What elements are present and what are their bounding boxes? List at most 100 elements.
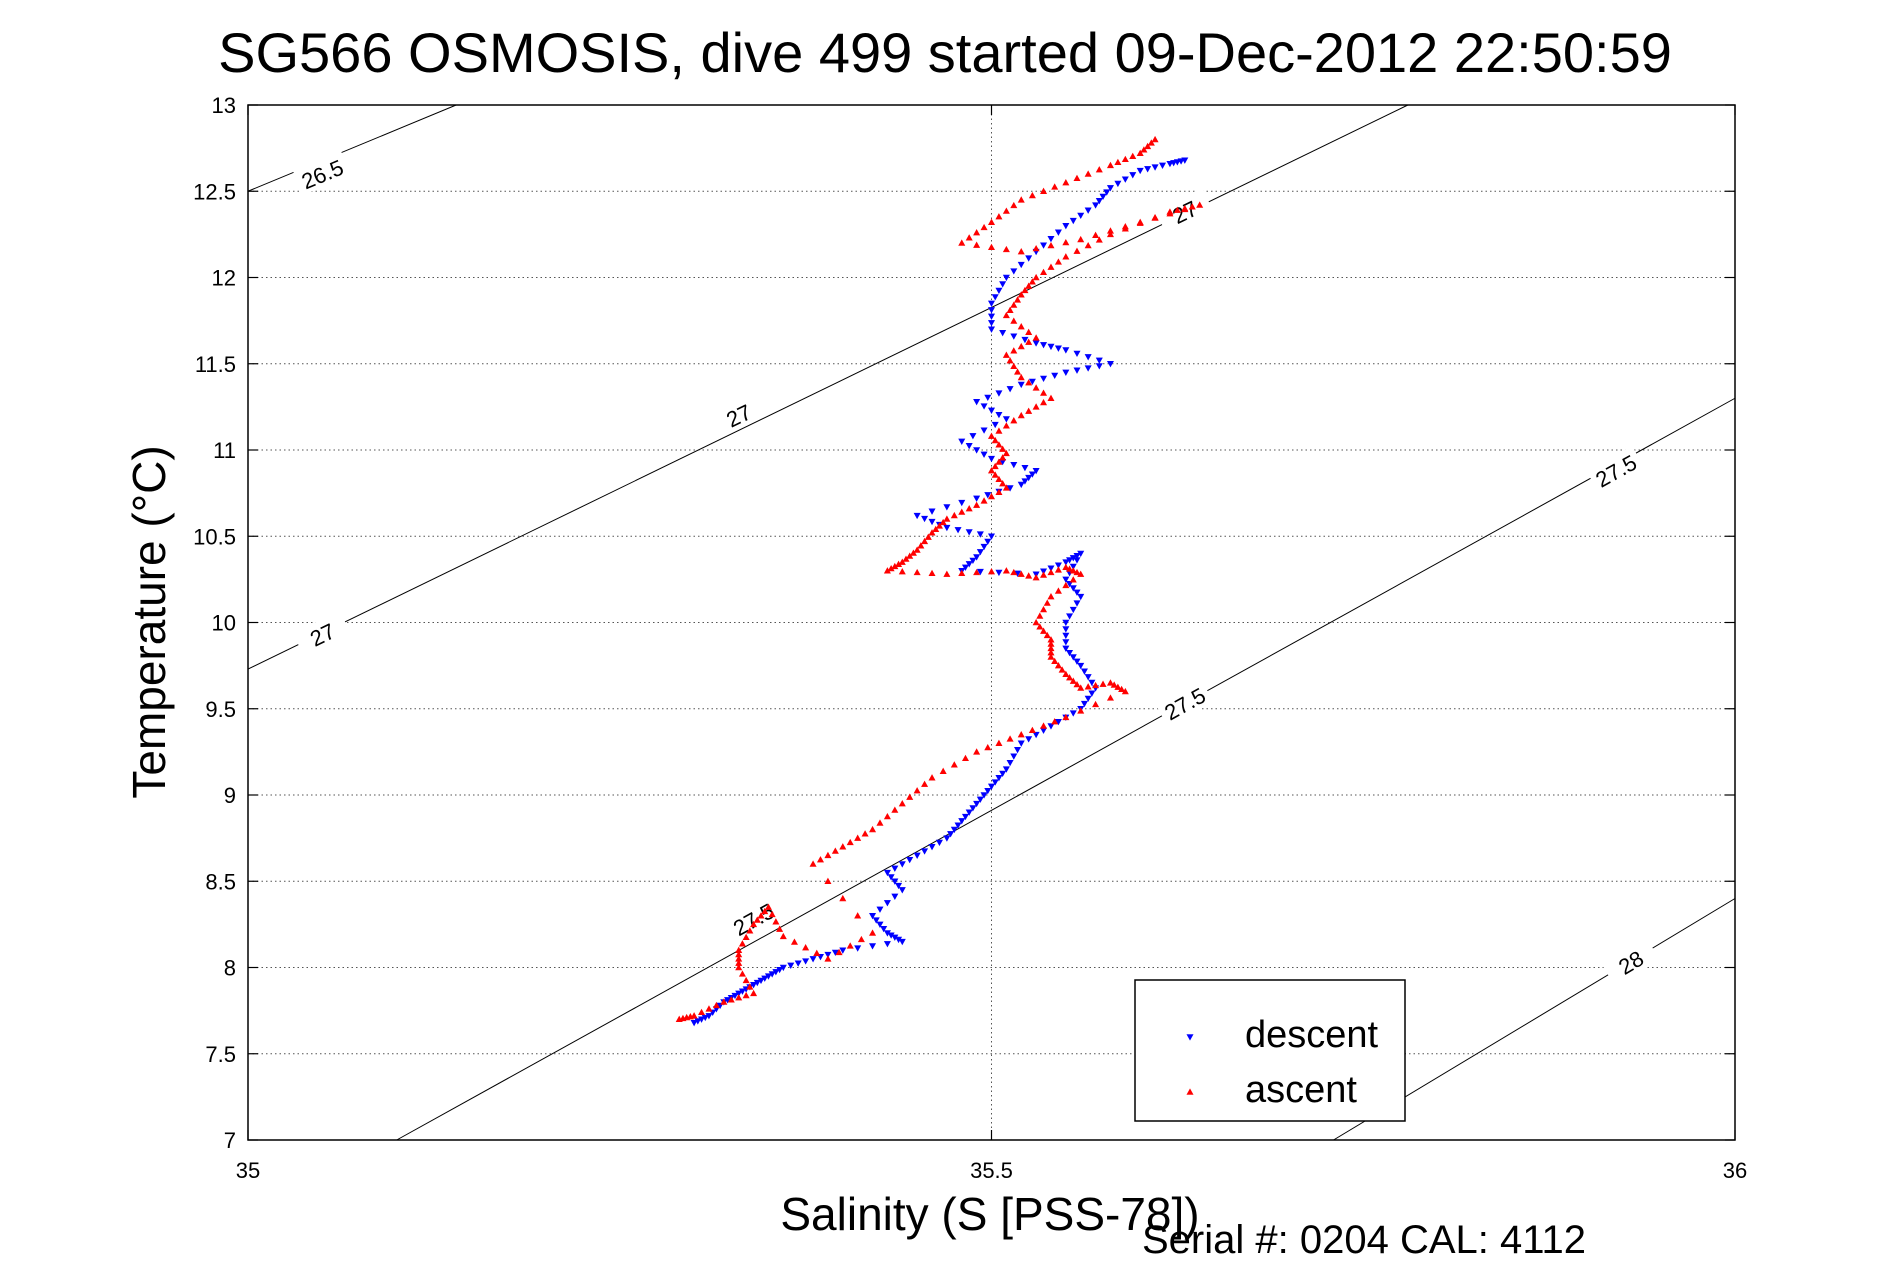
- descent-point: [984, 787, 992, 795]
- ascent-point: [1017, 731, 1025, 738]
- descent-point: [1084, 695, 1092, 703]
- ascent-point: [895, 560, 903, 567]
- descent-point: [1028, 471, 1036, 478]
- ascent-point: [1002, 484, 1010, 491]
- ascent-point: [869, 825, 877, 833]
- ascent-point: [1040, 722, 1048, 729]
- descent-point: [1002, 416, 1010, 423]
- ascent-point: [1002, 351, 1010, 358]
- ascent-point: [861, 830, 869, 837]
- ascent-point: [1062, 253, 1070, 260]
- descent-point: [854, 945, 862, 952]
- ascent-point: [735, 963, 743, 971]
- ascent-point: [995, 458, 1003, 465]
- descent-point: [1047, 723, 1055, 730]
- ascent-point: [898, 558, 906, 565]
- descent-point: [965, 809, 973, 816]
- descent-point: [1066, 580, 1074, 588]
- ascent-point: [742, 933, 750, 941]
- ascent-point: [913, 787, 921, 794]
- legend: descent ascent: [1134, 979, 1406, 1122]
- ascent-point: [950, 511, 958, 519]
- ascent-point: [735, 994, 743, 1001]
- descent-point: [973, 800, 981, 808]
- contour-label-bg: [709, 391, 768, 438]
- ascent-legend-symbol: [1186, 1088, 1194, 1095]
- ascent-point: [1047, 241, 1055, 249]
- descent-point: [824, 951, 832, 959]
- descent-point: [999, 770, 1007, 778]
- legend-ascent-label: ascent: [1245, 1069, 1357, 1111]
- ascent-point: [742, 991, 750, 999]
- ascent-point: [1144, 142, 1152, 150]
- descent-point: [1069, 710, 1077, 717]
- descent-point: [980, 451, 988, 458]
- ascent-point: [973, 241, 981, 248]
- descent-point: [1054, 345, 1062, 352]
- descent-point: [891, 865, 899, 872]
- descent-point: [891, 878, 899, 885]
- ascent-point: [1099, 680, 1107, 687]
- y-tick-label: 7: [224, 1128, 236, 1153]
- descent-point: [987, 407, 996, 414]
- descent-point: [1062, 559, 1070, 566]
- ascent-point: [1028, 191, 1036, 199]
- density-contour-26.5: [247, 104, 457, 192]
- legend-box: [1134, 979, 1406, 1122]
- ascent-point: [1062, 581, 1070, 589]
- descent-point: [1006, 386, 1014, 393]
- ascent-point: [995, 739, 1003, 746]
- ascent-point: [750, 989, 758, 997]
- descent-point: [1095, 363, 1103, 370]
- ascent-point: [839, 843, 847, 850]
- descent-point: [872, 917, 880, 924]
- ascent-point: [757, 912, 765, 919]
- ascent-point: [913, 546, 921, 553]
- ascent-point: [995, 213, 1003, 220]
- y-tick-label: 12: [212, 266, 236, 291]
- ascent-point: [712, 1001, 720, 1009]
- ascent-point: [999, 480, 1007, 487]
- ascent-point: [846, 838, 854, 846]
- x-axis-label: Salinity (S [PSS-78]): [780, 1188, 1199, 1240]
- descent-point: [987, 313, 996, 320]
- ascent-point: [1054, 587, 1062, 594]
- y-tick-label: 7.5: [205, 1042, 236, 1067]
- descent-point: [1062, 632, 1070, 640]
- descent-point: [987, 783, 996, 790]
- descent-point: [954, 822, 962, 829]
- ascent-point: [1040, 187, 1048, 194]
- descent-point: [928, 844, 936, 851]
- ascent-point: [1032, 273, 1040, 281]
- ascent-point: [869, 929, 877, 936]
- ascent-point: [909, 549, 917, 556]
- ascent-point: [686, 1013, 694, 1020]
- ascent-point: [742, 976, 750, 984]
- descent-point: [1084, 354, 1092, 361]
- ascent-point: [1054, 662, 1062, 669]
- ascent-point: [987, 492, 996, 500]
- descent-point: [1032, 340, 1040, 347]
- ascent-point: [965, 234, 973, 241]
- descent-point: [1062, 576, 1070, 583]
- descent-point: [1073, 589, 1081, 596]
- density-contours: [247, 104, 1736, 1141]
- ascent-point: [1077, 570, 1085, 577]
- ascent-point: [1095, 236, 1103, 243]
- ascent-point: [1040, 627, 1048, 634]
- descent-point: [943, 524, 951, 532]
- descent-point: [958, 499, 966, 507]
- ascent-point: [928, 569, 936, 577]
- descent-point: [787, 962, 795, 969]
- ascent-point: [1058, 666, 1066, 673]
- ascent-point: [913, 568, 921, 576]
- ascent-point: [809, 860, 817, 867]
- ascent-point: [824, 877, 832, 884]
- descent-point: [954, 527, 962, 534]
- ascent-point: [1010, 201, 1018, 209]
- ascent-point: [1181, 204, 1189, 212]
- descent-point: [1062, 369, 1070, 376]
- descent-point: [880, 925, 888, 933]
- ascent-point: [1032, 334, 1040, 341]
- ascent-point: [698, 1008, 706, 1016]
